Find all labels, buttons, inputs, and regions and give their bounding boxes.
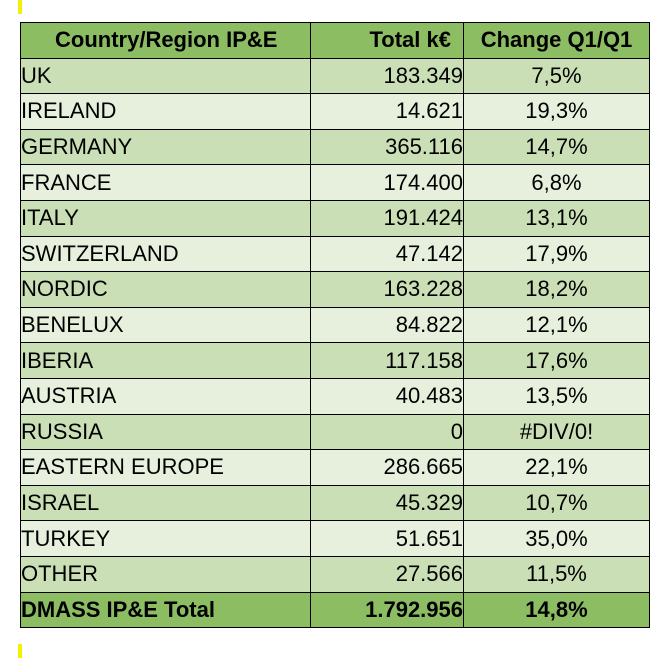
table-row: RUSSIA 0 #DIV/0! — [20, 413, 650, 451]
cell-country: ITALY — [20, 199, 311, 237]
table-row: IBERIA 117.158 17,6% — [20, 342, 650, 379]
cell-change: 35,0% — [463, 520, 650, 557]
cell-country: IBERIA — [20, 342, 311, 379]
table-row: TURKEY 51.651 35,0% — [20, 520, 650, 557]
cell-change: 18,2% — [463, 271, 650, 308]
cell-country: ISRAEL — [20, 484, 311, 522]
cell-country: IRELAND — [20, 93, 311, 130]
table-row: ITALY 191.424 13,1% — [20, 199, 650, 237]
total-row-change: 14,8% — [463, 591, 650, 629]
cell-total: 183.349 — [310, 57, 464, 95]
cell-country: EASTERN EUROPE — [20, 449, 311, 486]
cell-country: UK — [20, 57, 311, 95]
table-row: IRELAND 14.621 19,3% — [20, 93, 650, 130]
cell-total: 163.228 — [310, 271, 464, 308]
table-body: UK 183.349 7,5% IRELAND 14.621 19,3% GERMANY 36… — [20, 57, 650, 593]
header-total: Total k€ — [310, 22, 464, 59]
cell-change: 10,7% — [463, 484, 650, 522]
table-row: GERMANY 365.116 14,7% — [20, 128, 650, 166]
cell-country: FRANCE — [20, 164, 311, 201]
table-row: BENELUX 84.822 12,1% — [20, 306, 650, 344]
table-row: SWITZERLAND 47.142 17,9% — [20, 235, 650, 273]
table-total-row: DMASS IP&E Total 1.792.956 14,8% — [20, 591, 650, 629]
cell-total: 174.400 — [310, 164, 464, 201]
cell-total: 117.158 — [310, 342, 464, 379]
header-country-region: Country/Region IP&E — [20, 22, 311, 59]
cell-change: 13,1% — [463, 199, 650, 237]
yellow-marker-bottom — [18, 644, 22, 658]
cell-country: SWITZERLAND — [20, 235, 311, 273]
cell-total: 286.665 — [310, 449, 464, 486]
table-row: UK 183.349 7,5% — [20, 57, 650, 95]
cell-total: 45.329 — [310, 484, 464, 522]
table-row: FRANCE 174.400 6,8% — [20, 164, 650, 201]
table-row: AUSTRIA 40.483 13,5% — [20, 377, 650, 415]
cell-total: 27.566 — [310, 555, 464, 593]
cell-change: 7,5% — [463, 57, 650, 95]
cell-change: 19,3% — [463, 93, 650, 130]
cell-total: 47.142 — [310, 235, 464, 273]
cell-total: 40.483 — [310, 377, 464, 415]
cell-change: 6,8% — [463, 164, 650, 201]
cell-country: AUSTRIA — [20, 377, 311, 415]
cell-country: GERMANY — [20, 128, 311, 166]
cell-country: TURKEY — [20, 520, 311, 557]
cell-total: 365.116 — [310, 128, 464, 166]
cell-change: 22,1% — [463, 449, 650, 486]
cell-change: 14,7% — [463, 128, 650, 166]
cell-total: 14.621 — [310, 93, 464, 130]
total-row-total: 1.792.956 — [310, 591, 464, 629]
cell-country: RUSSIA — [20, 413, 311, 451]
table-row: EASTERN EUROPE 286.665 22,1% — [20, 449, 650, 486]
total-row-label: DMASS IP&E Total — [20, 591, 311, 629]
cell-country: BENELUX — [20, 306, 311, 344]
cell-total: 191.424 — [310, 199, 464, 237]
cell-change: 11,5% — [463, 555, 650, 593]
table-row: OTHER 27.566 11,5% — [20, 555, 650, 593]
cell-change: #DIV/0! — [463, 413, 650, 451]
sales-by-region-table: Country/Region IP&E Total k€ Change Q1/Q… — [20, 22, 650, 629]
table-header-row: Country/Region IP&E Total k€ Change Q1/Q… — [20, 22, 650, 59]
cell-change: 17,6% — [463, 342, 650, 379]
table-row: NORDIC 163.228 18,2% — [20, 271, 650, 308]
table-row: ISRAEL 45.329 10,7% — [20, 484, 650, 522]
header-change: Change Q1/Q1 — [463, 22, 650, 59]
cell-country: OTHER — [20, 555, 311, 593]
cell-change: 17,9% — [463, 235, 650, 273]
cell-change: 13,5% — [463, 377, 650, 415]
cell-change: 12,1% — [463, 306, 650, 344]
yellow-marker-top — [18, 0, 22, 14]
cell-total: 51.651 — [310, 520, 464, 557]
cell-total: 0 — [310, 413, 464, 451]
cell-total: 84.822 — [310, 306, 464, 344]
cell-country: NORDIC — [20, 271, 311, 308]
